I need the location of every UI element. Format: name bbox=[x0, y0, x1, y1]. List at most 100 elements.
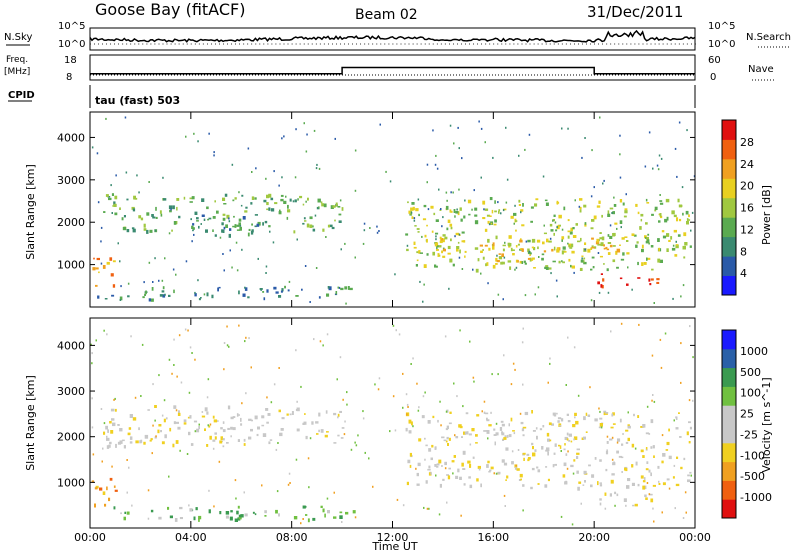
heatmap-cell bbox=[164, 293, 166, 296]
heatmap-cell bbox=[228, 220, 231, 223]
heatmap-cell bbox=[544, 484, 548, 488]
heatmap-cell bbox=[637, 261, 639, 266]
heatmap-cell bbox=[513, 222, 515, 225]
heatmap-cell bbox=[289, 413, 292, 416]
heatmap-cell bbox=[175, 273, 177, 276]
heatmap-cell bbox=[213, 154, 215, 157]
heatmap-cell bbox=[287, 289, 290, 292]
heatmap-cell bbox=[112, 284, 116, 288]
heatmap-cell bbox=[493, 223, 497, 226]
heatmap-cell bbox=[255, 167, 257, 170]
heatmap-cell bbox=[251, 223, 253, 226]
heatmap-cell bbox=[104, 503, 107, 507]
heatmap-cell bbox=[643, 477, 646, 480]
colorbar-tick-label: 20 bbox=[740, 180, 754, 193]
heatmap-cell bbox=[583, 257, 586, 260]
heatmap-cell bbox=[150, 509, 154, 513]
heatmap-cell bbox=[575, 420, 579, 425]
heatmap-cell bbox=[234, 197, 237, 200]
heatmap-cell bbox=[316, 163, 318, 166]
heatmap-cell bbox=[407, 201, 409, 204]
heatmap-cell bbox=[549, 357, 551, 360]
heatmap-cell bbox=[207, 218, 209, 221]
heatmap-cell bbox=[631, 288, 633, 291]
heatmap-cell bbox=[607, 210, 610, 214]
heatmap-cell bbox=[488, 424, 492, 427]
heatmap-cell bbox=[511, 249, 515, 251]
heatmap-cell bbox=[621, 237, 625, 240]
heatmap-cell bbox=[105, 117, 107, 120]
heatmap-cell bbox=[591, 245, 594, 248]
noise-panel-frame bbox=[89, 27, 696, 51]
heatmap-cell bbox=[461, 436, 463, 438]
heatmap-cell bbox=[434, 163, 437, 166]
heatmap-cell bbox=[652, 484, 656, 487]
heatmap-cell bbox=[435, 474, 437, 477]
heatmap-cell bbox=[635, 203, 638, 207]
heatmap-cell bbox=[236, 229, 241, 231]
heatmap-cell bbox=[439, 236, 442, 240]
heatmap-cell bbox=[194, 358, 196, 361]
heatmap-cell bbox=[552, 464, 555, 468]
colorbar-segment bbox=[722, 139, 736, 160]
heatmap-cell bbox=[522, 426, 527, 429]
heatmap-cell bbox=[327, 510, 330, 514]
heatmap-cell bbox=[531, 442, 534, 446]
heatmap-cell bbox=[542, 175, 545, 178]
heatmap-cell bbox=[244, 210, 248, 213]
heatmap-cell bbox=[127, 295, 130, 298]
heatmap-cell bbox=[275, 448, 278, 451]
heatmap-cell bbox=[175, 409, 178, 412]
heatmap-cell bbox=[650, 472, 652, 477]
heatmap-cell bbox=[418, 438, 422, 442]
heatmap-cell bbox=[477, 465, 481, 469]
heatmap-cell bbox=[606, 268, 609, 272]
heatmap-cell bbox=[649, 283, 652, 286]
heatmap-cell bbox=[295, 128, 297, 131]
heatmap-cell bbox=[503, 494, 506, 497]
heatmap-cell bbox=[93, 257, 95, 260]
heatmap-cell bbox=[601, 214, 603, 218]
heatmap-cell bbox=[567, 336, 569, 339]
heatmap-cell bbox=[286, 216, 289, 220]
heatmap-cell bbox=[117, 242, 119, 245]
heatmap-cell bbox=[680, 295, 682, 298]
heatmap-cell bbox=[362, 242, 365, 245]
heatmap-cell bbox=[641, 262, 644, 266]
heatmap-cell bbox=[266, 289, 269, 293]
heatmap-cell bbox=[512, 430, 515, 432]
heatmap-cell bbox=[558, 444, 560, 447]
heatmap-cell bbox=[562, 246, 566, 250]
heatmap-cell bbox=[354, 256, 356, 259]
heatmap-cell bbox=[212, 229, 214, 232]
heatmap-cell bbox=[475, 268, 479, 273]
heatmap-cell bbox=[111, 294, 115, 297]
heatmap-cell bbox=[595, 241, 600, 245]
heatmap-cell bbox=[349, 287, 353, 291]
heatmap-cell bbox=[599, 423, 603, 427]
heatmap-cell bbox=[189, 197, 193, 200]
heatmap-cell bbox=[490, 466, 494, 470]
heatmap-cell bbox=[480, 272, 482, 275]
cpid-label: CPID bbox=[8, 90, 35, 101]
heatmap-cell bbox=[599, 459, 602, 462]
heatmap-cell bbox=[236, 269, 239, 272]
heatmap-cell bbox=[309, 216, 313, 220]
heatmap-cell bbox=[645, 497, 648, 500]
heatmap-cell bbox=[196, 220, 199, 222]
heatmap-cell bbox=[337, 416, 339, 419]
heatmap-cell bbox=[185, 260, 188, 263]
heatmap-cell bbox=[402, 406, 404, 409]
heatmap-cell bbox=[580, 502, 582, 505]
heatmap-cell bbox=[300, 385, 302, 388]
heatmap-cell bbox=[265, 272, 267, 274]
heatmap-cell bbox=[270, 401, 273, 404]
heatmap-cell bbox=[111, 465, 113, 468]
heatmap-cell bbox=[162, 198, 167, 201]
heatmap-cell bbox=[445, 410, 448, 413]
heatmap-cell bbox=[120, 512, 122, 515]
heatmap-cell bbox=[531, 246, 534, 249]
heatmap-cell bbox=[637, 277, 641, 279]
heatmap-cell bbox=[505, 201, 508, 204]
heatmap-cell bbox=[346, 403, 348, 406]
